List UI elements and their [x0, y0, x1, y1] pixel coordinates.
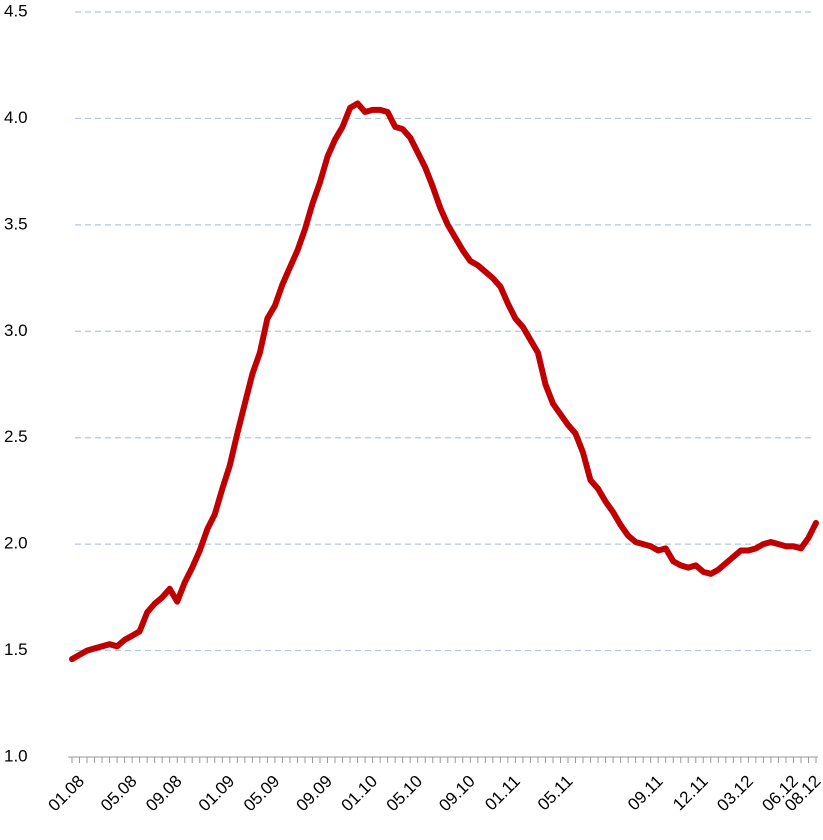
y-tick-label: 1.5 — [4, 640, 28, 659]
x-tick-label: 09.08 — [142, 772, 186, 816]
y-tick-label: 1.0 — [4, 746, 28, 765]
x-tick-label: 09.11 — [624, 772, 667, 815]
x-tick-label: 05.11 — [534, 772, 577, 815]
y-tick-label: 2.5 — [4, 427, 28, 446]
x-tick-label: 09.10 — [435, 772, 479, 816]
x-tick-label: 05.09 — [240, 772, 284, 816]
x-tick-label: 01.09 — [195, 772, 239, 816]
y-tick-label: 4.5 — [4, 1, 28, 20]
x-tick-label: 01.08 — [44, 772, 88, 816]
y-tick-label: 2.0 — [4, 534, 28, 553]
x-tick-label: 01.11 — [481, 772, 524, 815]
x-tick-label: 09.09 — [292, 772, 336, 816]
x-tick-label: 12.11 — [669, 772, 712, 815]
data-line — [69, 100, 819, 663]
y-tick-label: 3.5 — [4, 214, 28, 233]
x-tick-label: 05.08 — [97, 772, 141, 816]
x-tick-label: 05.10 — [383, 772, 427, 816]
y-tick-label: 3.0 — [4, 321, 28, 340]
x-tick-label: 01.10 — [338, 772, 382, 816]
x-tick-label: 03.12 — [713, 772, 757, 816]
y-tick-label: 4.0 — [4, 108, 28, 127]
